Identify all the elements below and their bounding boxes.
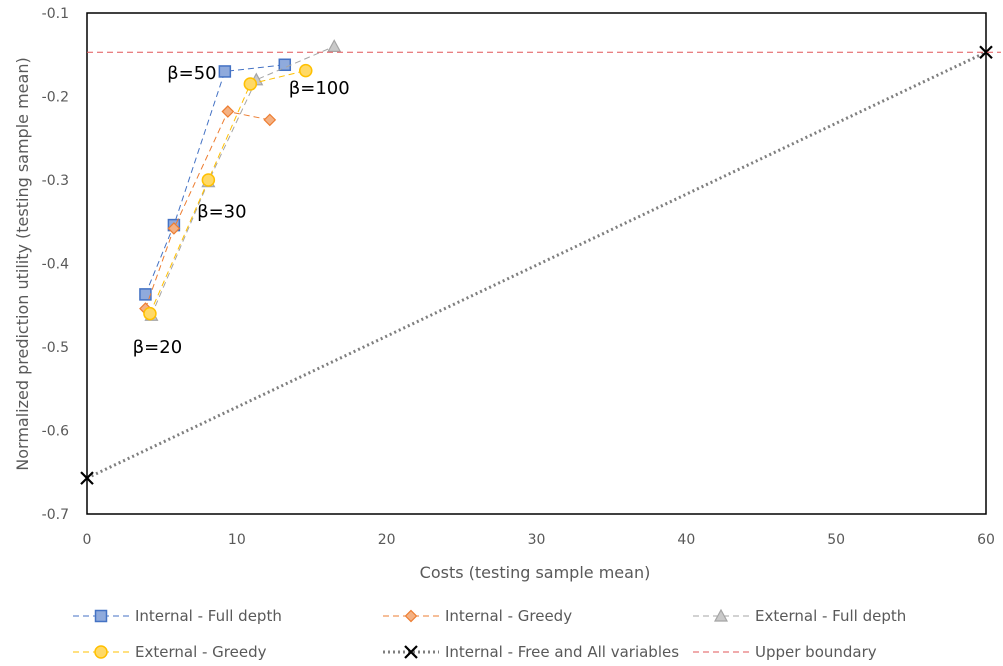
series-line bbox=[149, 70, 306, 314]
legend-item-internal-greedy: Internal - Greedy bbox=[383, 607, 572, 625]
data-point bbox=[299, 63, 313, 78]
legend-item-external-full-depth: External - Full depth bbox=[693, 607, 906, 625]
data-point bbox=[263, 113, 277, 127]
series-line bbox=[150, 45, 335, 316]
data-point bbox=[278, 58, 292, 72]
legend-marker bbox=[404, 645, 418, 659]
data-point bbox=[143, 306, 157, 321]
legend-marker bbox=[94, 609, 108, 623]
y-tick-label: -0.5 bbox=[42, 340, 69, 356]
series-line bbox=[86, 50, 987, 480]
data-point bbox=[327, 39, 342, 52]
beta-annotation: β=20 bbox=[133, 337, 182, 358]
series bbox=[80, 39, 1001, 485]
legend-label: Internal - Free and All variables bbox=[445, 643, 679, 661]
x-tick-label: 60 bbox=[977, 532, 995, 548]
legend-marker bbox=[404, 609, 418, 623]
x-tick-label: 10 bbox=[228, 532, 246, 548]
legend-label: Internal - Greedy bbox=[445, 607, 572, 625]
legend-label: Upper boundary bbox=[755, 643, 877, 661]
x-tick-label: 30 bbox=[528, 532, 546, 548]
beta-annotation: β=100 bbox=[289, 78, 350, 99]
data-point bbox=[243, 77, 258, 91]
series-line bbox=[144, 110, 270, 309]
x-tick-label: 20 bbox=[378, 532, 396, 548]
x-axis-title: Costs (testing sample mean) bbox=[420, 563, 651, 582]
y-tick-label: -0.3 bbox=[42, 173, 69, 189]
y-tick-label: -0.4 bbox=[42, 257, 69, 273]
legend-label: Internal - Full depth bbox=[135, 607, 282, 625]
series-external-greedy bbox=[143, 63, 313, 321]
beta-annotation: β=50 bbox=[167, 63, 216, 84]
series-line bbox=[144, 64, 285, 295]
legend-item-internal-full-depth: Internal - Full depth bbox=[73, 607, 282, 625]
series-internal-full-depth bbox=[139, 58, 292, 301]
x-tick-label: 40 bbox=[677, 532, 695, 548]
series-internal-free-and-all-variables bbox=[80, 45, 993, 485]
y-tick-label: -0.7 bbox=[42, 507, 69, 523]
data-point bbox=[221, 105, 235, 118]
legend-item-external-greedy: External - Greedy bbox=[73, 643, 267, 661]
beta-annotation: β=30 bbox=[197, 202, 246, 223]
x-tick-label: 50 bbox=[827, 532, 845, 548]
legend: Internal - Full depth Internal - Greedy Ex… bbox=[73, 607, 906, 661]
data-point bbox=[80, 471, 94, 485]
tick-labels: 0 10 20 30 40 50 60 -0.1 -0.2 -0.3 -0.4 -0.5 -0.6 -0.… bbox=[42, 6, 995, 548]
y-axis-title: Normalized prediction utility (testing s… bbox=[13, 57, 32, 470]
legend-item-upper-boundary: Upper boundary bbox=[693, 643, 877, 661]
y-tick-label: -0.6 bbox=[42, 424, 69, 440]
legend-label: External - Greedy bbox=[135, 643, 267, 661]
legend-marker bbox=[94, 645, 108, 659]
plot-frame bbox=[86, 12, 987, 515]
x-tick-label: 0 bbox=[83, 532, 92, 548]
y-tick-label: -0.1 bbox=[42, 6, 69, 22]
y-tick-label: -0.2 bbox=[42, 90, 69, 106]
annotations: β=50 β=100 β=30 β=20 bbox=[133, 63, 350, 358]
data-point bbox=[167, 222, 181, 235]
data-point bbox=[201, 173, 216, 187]
legend-label: External - Full depth bbox=[755, 607, 906, 625]
data-point bbox=[979, 45, 993, 60]
legend-marker bbox=[713, 608, 729, 622]
axes bbox=[86, 12, 987, 515]
data-point bbox=[218, 65, 232, 78]
legend-item-internal-free-and-all-variables: Internal - Free and All variables bbox=[383, 643, 679, 661]
